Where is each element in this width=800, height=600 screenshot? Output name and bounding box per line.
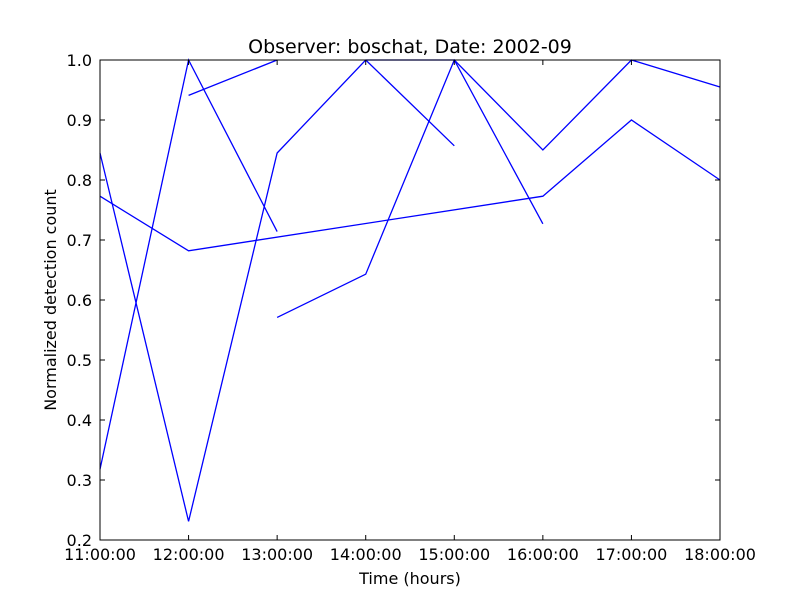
y-tick-label: 0.3: [67, 471, 92, 490]
series-line-1: [99, 59, 544, 522]
y-tick-label: 0.8: [67, 171, 92, 190]
x-tick-label: 18:00:00: [684, 545, 756, 564]
x-tick-label: 12:00:00: [153, 545, 225, 564]
y-tick-label: 0.9: [67, 111, 92, 130]
series-line-5: [276, 58, 721, 318]
y-tick-label: 1.0: [67, 51, 92, 70]
x-tick-label: 17:00:00: [595, 545, 667, 564]
y-tick-label: 0.2: [67, 531, 92, 550]
series-line-4: [188, 59, 278, 97]
y-tick-label: 0.5: [67, 351, 92, 370]
y-tick-label: 0.6: [67, 291, 92, 310]
x-axis: 11:00:00 12:00:00 13:00:00 14:00:00 15:00:00…: [64, 60, 756, 564]
chart-title: Observer: boschat, Date: 2002-09: [248, 36, 572, 58]
y-tick-label: 0.4: [67, 411, 92, 430]
x-axis-label: Time (hours): [358, 569, 461, 588]
series-layer: [99, 58, 721, 522]
y-tick-label: 0.7: [67, 231, 92, 250]
x-tick-label: 11:00:00: [64, 545, 136, 564]
y-axis: 0.2 0.3 0.4 0.5 0.6 0.7 0.8 0.9 1.0: [67, 51, 720, 550]
series-line-6: [365, 59, 455, 147]
series-line-3: [99, 119, 721, 252]
x-tick-label: 16:00:00: [507, 545, 579, 564]
x-tick-label: 14:00:00: [330, 545, 402, 564]
x-tick-label: 15:00:00: [418, 545, 490, 564]
x-tick-label: 13:00:00: [241, 545, 313, 564]
y-axis-label: Normalized detection count: [41, 189, 60, 411]
